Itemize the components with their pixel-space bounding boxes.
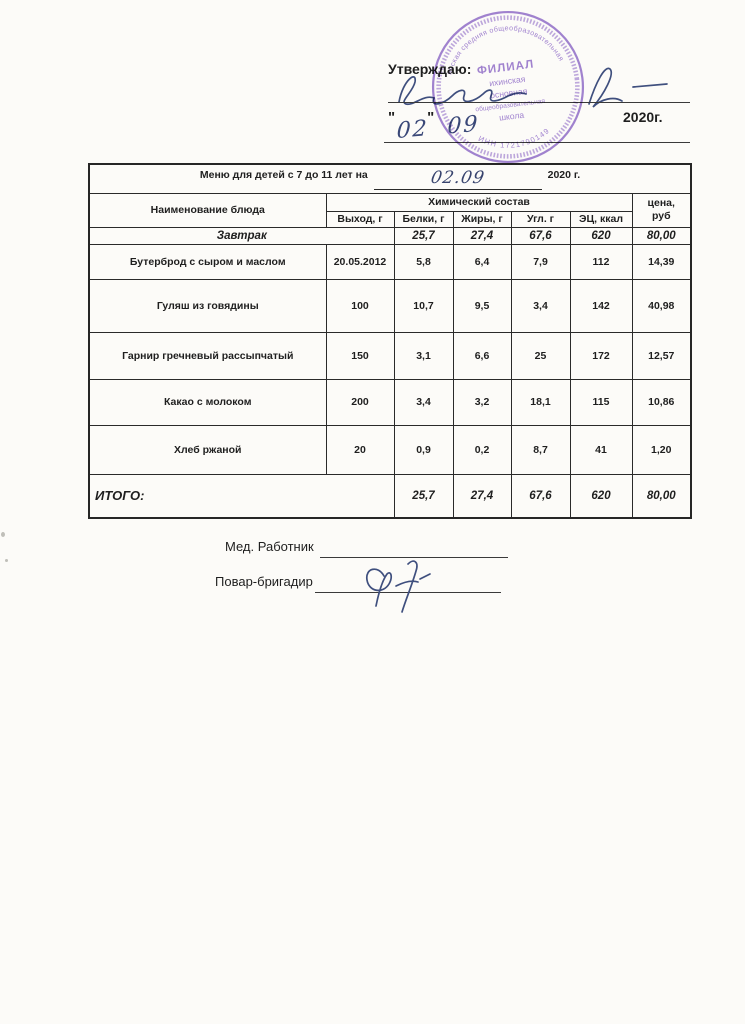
menu-title-suffix: 2020 г. <box>547 169 581 182</box>
dish-fat: 0,2 <box>452 424 512 475</box>
dish-protein: 3,1 <box>393 331 454 380</box>
total-carb: 67,6 <box>510 473 571 519</box>
dish-fat: 6,4 <box>452 243 512 280</box>
dish-output: 100 <box>325 278 395 333</box>
meal-energy: 620 <box>569 226 633 245</box>
price-header-line1: цена, <box>647 197 675 210</box>
stamp-arc-bottom-text: ИНН 1721790149 <box>476 125 553 154</box>
dish-energy: 115 <box>569 378 633 426</box>
menu-title-prefix: Меню для детей с 7 до 11 лет на <box>199 169 368 182</box>
dish-name: Бутерброд с сыром и маслом <box>88 243 327 280</box>
meal-section-row: Завтрак 25,7 27,4 67,6 620 80,00 <box>88 226 692 245</box>
column-header-price: цена, руб <box>631 192 692 228</box>
menu-row: Гуляш из говядины 100 10,7 9,5 3,4 142 4… <box>88 278 692 333</box>
dish-protein: 3,4 <box>393 378 454 426</box>
dish-fat: 6,6 <box>452 331 512 380</box>
total-price: 80,00 <box>631 473 692 519</box>
dish-name: Гарнир гречневый рассыпчатый <box>88 331 327 380</box>
column-header-energy: ЭЦ, ккал <box>569 210 633 228</box>
dish-carb: 8,7 <box>510 424 571 475</box>
stamp-center-line-3: основная <box>490 86 529 101</box>
total-protein: 25,7 <box>393 473 454 519</box>
approve-label: Утверждаю: <box>388 61 472 77</box>
menu-title-handwritten-date: 02.09 <box>429 168 487 189</box>
dish-fat: 3,2 <box>452 378 512 426</box>
svg-text:ИНН 1721790149: ИНН 1721790149 <box>476 125 553 154</box>
menu-row: Какао с молоком 200 3,4 3,2 18,1 115 10,… <box>88 378 692 426</box>
scan-speck <box>1 532 5 537</box>
dish-carb: 18,1 <box>510 378 571 426</box>
stamp-center-line-5: школа <box>498 110 524 123</box>
director-signature-ink <box>398 67 668 108</box>
dish-price: 14,39 <box>631 243 692 280</box>
total-energy: 620 <box>569 473 633 519</box>
menu-row: Хлеб ржаной 20 0,9 0,2 8,7 41 1,20 <box>88 424 692 475</box>
dish-protein: 5,8 <box>393 243 454 280</box>
meal-fat: 27,4 <box>452 226 512 245</box>
stamp-center-line-2: ихинская <box>489 74 527 88</box>
column-header-protein: Белки, г <box>393 210 454 228</box>
dish-fat: 9,5 <box>452 278 512 333</box>
dish-energy: 142 <box>569 278 633 333</box>
cook-brigadier-label: Повар-бригадир <box>215 574 313 589</box>
dish-name: Какао с молоком <box>88 378 327 426</box>
medical-worker-label: Мед. Работник <box>225 539 314 554</box>
approval-signature-line <box>388 102 690 103</box>
column-header-output: Выход, г <box>325 210 395 228</box>
column-header-carb: Угл. г <box>510 210 571 228</box>
stamp-center-line-1: ФИЛИАЛ <box>476 57 535 77</box>
dish-energy: 41 <box>569 424 633 475</box>
meal-price: 80,00 <box>631 226 692 245</box>
approval-year: 2020г. <box>623 109 663 125</box>
dish-protein: 10,7 <box>393 278 454 333</box>
dish-energy: 172 <box>569 331 633 380</box>
column-group-chemical-composition: Химический состав <box>325 192 633 212</box>
menu-title: Меню для детей с 7 до 11 лет на 02.09 20… <box>88 163 692 194</box>
total-row: ИТОГО: 25,7 27,4 67,6 620 80,00 <box>88 473 692 519</box>
meal-carb: 67,6 <box>510 226 571 245</box>
dish-price: 10,86 <box>631 378 692 426</box>
dish-name: Гуляш из говядины <box>88 278 327 333</box>
dish-output: 20 <box>325 424 395 475</box>
menu-row: Бутерброд с сыром и маслом 20.05.2012 5,… <box>88 243 692 280</box>
dish-price: 12,57 <box>631 331 692 380</box>
dish-carb: 7,9 <box>510 243 571 280</box>
menu-row: Гарнир гречневый рассыпчатый 150 3,1 6,6… <box>88 331 692 380</box>
total-label: ИТОГО: <box>88 473 395 519</box>
scan-speck <box>5 559 8 562</box>
approval-date-line <box>384 142 690 143</box>
cook-signature-ink <box>366 560 431 613</box>
dish-output: 150 <box>325 331 395 380</box>
date-quote-marks: " " <box>388 109 436 126</box>
dish-carb: 3,4 <box>510 278 571 333</box>
total-fat: 27,4 <box>452 473 512 519</box>
dish-energy: 112 <box>569 243 633 280</box>
medical-worker-signature-line <box>320 557 508 558</box>
meal-protein: 25,7 <box>393 226 454 245</box>
dish-price: 40,98 <box>631 278 692 333</box>
dish-name: Хлеб ржаной <box>88 424 327 475</box>
dish-protein: 0,9 <box>393 424 454 475</box>
dish-output: 20.05.2012 <box>325 243 395 280</box>
menu-table: Меню для детей с 7 до 11 лет на 02.09 20… <box>88 163 693 519</box>
dish-carb: 25 <box>510 331 571 380</box>
column-header-fat: Жиры, г <box>452 210 512 228</box>
meal-section-label: Завтрак <box>88 226 395 245</box>
price-header-line2: руб <box>651 210 671 222</box>
menu-title-date-underline: 02.09 <box>373 167 542 191</box>
column-header-dish-name: Наименование блюда <box>88 192 327 228</box>
school-round-stamp: инская средняя общеобразовательная ИНН 1… <box>431 10 585 164</box>
dish-price: 1,20 <box>631 424 692 475</box>
dish-output: 200 <box>325 378 395 426</box>
